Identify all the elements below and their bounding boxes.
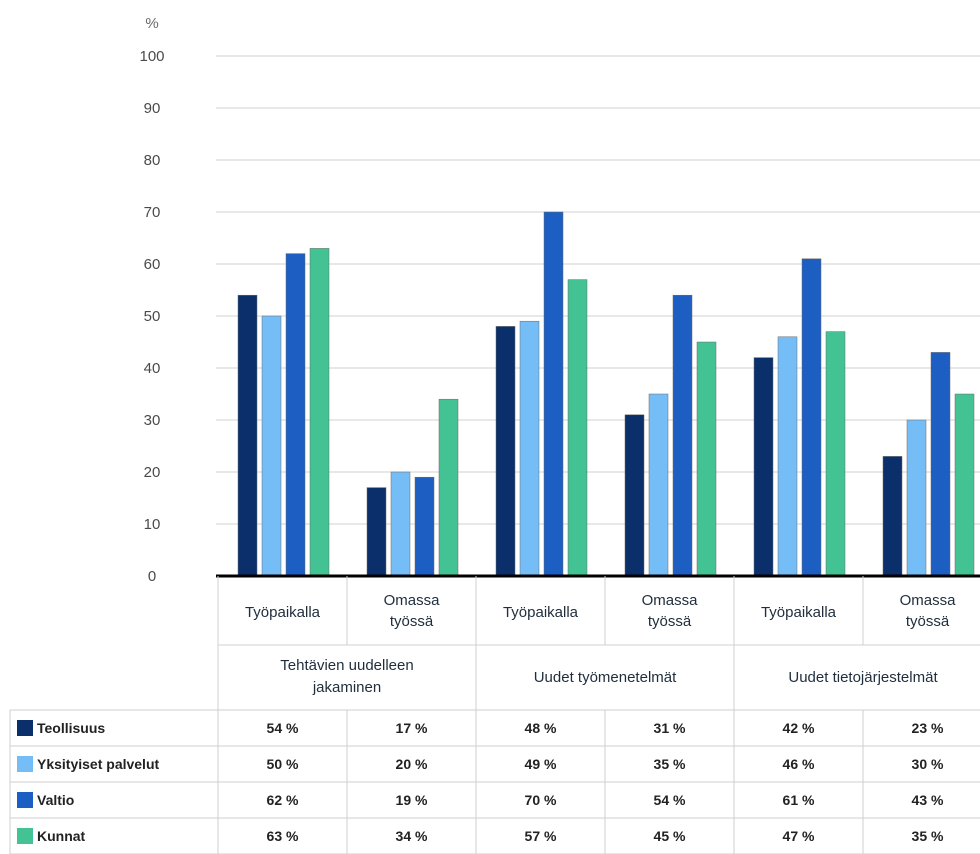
legend-swatch: [17, 756, 33, 772]
bar: [543, 211, 564, 577]
table-cell: 50 %: [267, 756, 299, 772]
category-label: Omassa: [384, 592, 441, 609]
gridlines: [216, 55, 980, 525]
category-label: Työpaikalla: [761, 604, 837, 621]
group-label: jakaminen: [312, 679, 381, 696]
y-unit-label: %: [145, 15, 158, 32]
bar: [777, 336, 798, 577]
bar: [906, 419, 927, 577]
table-cell: 35 %: [912, 828, 944, 844]
y-tick-label: 40: [144, 360, 161, 377]
bar: [624, 414, 645, 577]
y-tick-label: 90: [144, 100, 161, 117]
y-tick-label: 70: [144, 204, 161, 221]
y-tick-label: 30: [144, 412, 161, 429]
y-tick-label: 100: [139, 48, 164, 65]
bar: [414, 476, 435, 577]
bar: [882, 456, 903, 577]
bar: [648, 393, 669, 577]
table-cell: 20 %: [396, 756, 428, 772]
group-label: Tehtävien uudelleen: [280, 657, 413, 674]
category-label: Työpaikalla: [245, 604, 321, 621]
legend-swatch: [17, 720, 33, 736]
bar: [519, 320, 540, 577]
bar: [954, 393, 975, 577]
y-axis-ticks: 0 10 20 30 40 50 60 70 80 90 100: [139, 48, 164, 585]
table-cell: 30 %: [912, 756, 944, 772]
category-label: Omassa: [642, 592, 699, 609]
bar: [261, 315, 282, 577]
table-cell: 61 %: [783, 792, 815, 808]
table-cell: 45 %: [654, 828, 686, 844]
table-cell: 31 %: [654, 720, 686, 736]
legend-label: Valtio: [37, 792, 74, 808]
table-cell: 34 %: [396, 828, 428, 844]
bar: [930, 352, 951, 577]
table-cell: 23 %: [912, 720, 944, 736]
group-label: Uudet tietojärjestelmät: [788, 669, 938, 686]
bar: [309, 248, 330, 577]
category-label: Omassa: [900, 592, 957, 609]
y-tick-label: 50: [144, 308, 161, 325]
table-cell: 19 %: [396, 792, 428, 808]
table-cell: 49 %: [525, 756, 557, 772]
bar: [696, 341, 717, 577]
bar: [825, 331, 846, 577]
bar: [285, 253, 306, 577]
table-cell: 48 %: [525, 720, 557, 736]
category-label: työssä: [648, 613, 692, 630]
y-tick-label: 10: [144, 516, 161, 533]
table-cell: 46 %: [783, 756, 815, 772]
table-cell: 42 %: [783, 720, 815, 736]
y-tick-label: 60: [144, 256, 161, 273]
bar: [672, 294, 693, 577]
category-label: työssä: [906, 613, 950, 630]
table-cell: 70 %: [525, 792, 557, 808]
group-labels: Tehtävien uudelleen jakaminen Uudet työmen…: [280, 657, 938, 696]
category-label: työssä: [390, 613, 434, 630]
legend-label: Teollisuus: [37, 720, 105, 736]
group-label: Uudet työmenetelmät: [534, 669, 677, 686]
table-cell: 35 %: [654, 756, 686, 772]
bars: [237, 211, 975, 577]
bar: [801, 258, 822, 577]
legend-swatch: [17, 828, 33, 844]
legend-swatch: [17, 792, 33, 808]
y-tick-label: 80: [144, 152, 161, 169]
bar: [366, 487, 387, 577]
table-cell: 57 %: [525, 828, 557, 844]
bar: [495, 326, 516, 577]
table-cell: 63 %: [267, 828, 299, 844]
category-labels: Työpaikalla Omassa työssä Työpaikalla Omassa…: [245, 592, 956, 630]
table-cell: 62 %: [267, 792, 299, 808]
y-tick-label: 20: [144, 464, 161, 481]
bar: [753, 357, 774, 577]
table-cell: 43 %: [912, 792, 944, 808]
data-table: Teollisuus 54 % 17 % 48 % 31 % 42 % 23 % Yksity…: [9, 709, 980, 854]
table-cell: 47 %: [783, 828, 815, 844]
x-axis: [216, 574, 980, 710]
table-cell: 54 %: [267, 720, 299, 736]
category-label: Työpaikalla: [503, 604, 579, 621]
legend-label: Kunnat: [37, 828, 86, 844]
bar: [567, 279, 588, 577]
bar: [237, 294, 258, 577]
legend-label: Yksityiset palvelut: [37, 756, 160, 772]
bar: [390, 471, 411, 577]
bar: [438, 398, 459, 577]
y-tick-label: 0: [148, 568, 156, 585]
table-cell: 54 %: [654, 792, 686, 808]
table-cell: 17 %: [396, 720, 428, 736]
